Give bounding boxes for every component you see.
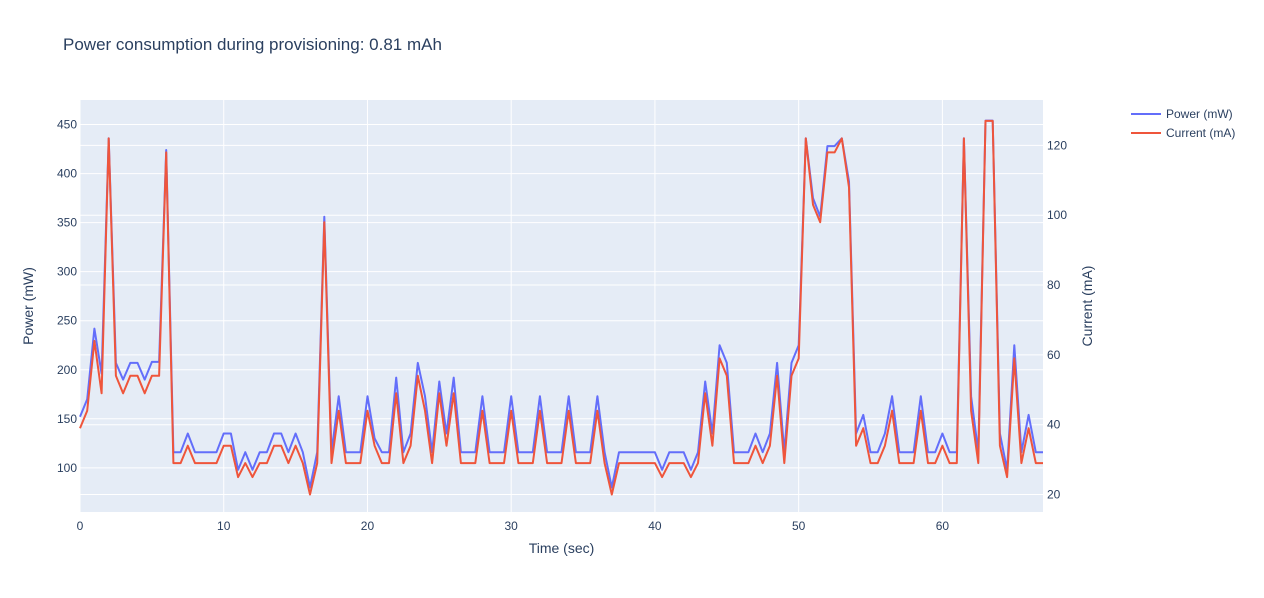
legend-item-power[interactable]: Power (mW) xyxy=(1131,107,1233,121)
legend[interactable]: Power (mW) Current (mA) xyxy=(1131,107,1235,140)
x-axis-label: Time (sec) xyxy=(529,540,595,556)
grid xyxy=(79,100,1043,512)
y2-tick-label: 20 xyxy=(1047,488,1061,502)
x-tick-label: 30 xyxy=(505,519,519,533)
series-line-power xyxy=(79,119,1043,489)
x-tick-label: 20 xyxy=(361,519,375,533)
x-tick-label: 60 xyxy=(936,519,950,533)
y2-tick-label: 80 xyxy=(1047,278,1061,292)
plot-area xyxy=(80,100,1043,512)
y-axis-ticks: 100 150 200 250 300 350 400 450 xyxy=(57,118,77,475)
y2-tick-label: 60 xyxy=(1047,348,1061,362)
y-tick-label: 450 xyxy=(57,118,77,132)
y-tick-label: 300 xyxy=(57,265,77,279)
y-tick-label: 100 xyxy=(57,461,77,475)
x-tick-label: 0 xyxy=(77,519,84,533)
series-line-current xyxy=(79,119,1043,496)
x-tick-label: 50 xyxy=(792,519,806,533)
y2-axis-label: Current (mA) xyxy=(1079,266,1095,347)
y-tick-label: 150 xyxy=(57,412,77,426)
y-tick-label: 250 xyxy=(57,314,77,328)
y2-tick-label: 120 xyxy=(1047,138,1067,152)
y-tick-label: 400 xyxy=(57,167,77,181)
series-layer xyxy=(79,119,1043,496)
x-axis-ticks: 0 10 20 30 40 50 60 xyxy=(77,519,950,533)
legend-label: Power (mW) xyxy=(1166,107,1233,121)
chart-title: Power consumption during provisioning: 0… xyxy=(63,35,442,54)
y-tick-label: 200 xyxy=(57,363,77,377)
y2-tick-label: 100 xyxy=(1047,208,1067,222)
y-tick-label: 350 xyxy=(57,216,77,230)
x-tick-label: 10 xyxy=(217,519,231,533)
y-axis-label: Power (mW) xyxy=(20,267,36,345)
legend-item-current[interactable]: Current (mA) xyxy=(1131,126,1235,140)
y2-axis-ticks: 20 40 60 80 100 120 xyxy=(1047,138,1067,501)
y2-tick-label: 40 xyxy=(1047,418,1061,432)
legend-label: Current (mA) xyxy=(1166,126,1235,140)
x-tick-label: 40 xyxy=(648,519,662,533)
